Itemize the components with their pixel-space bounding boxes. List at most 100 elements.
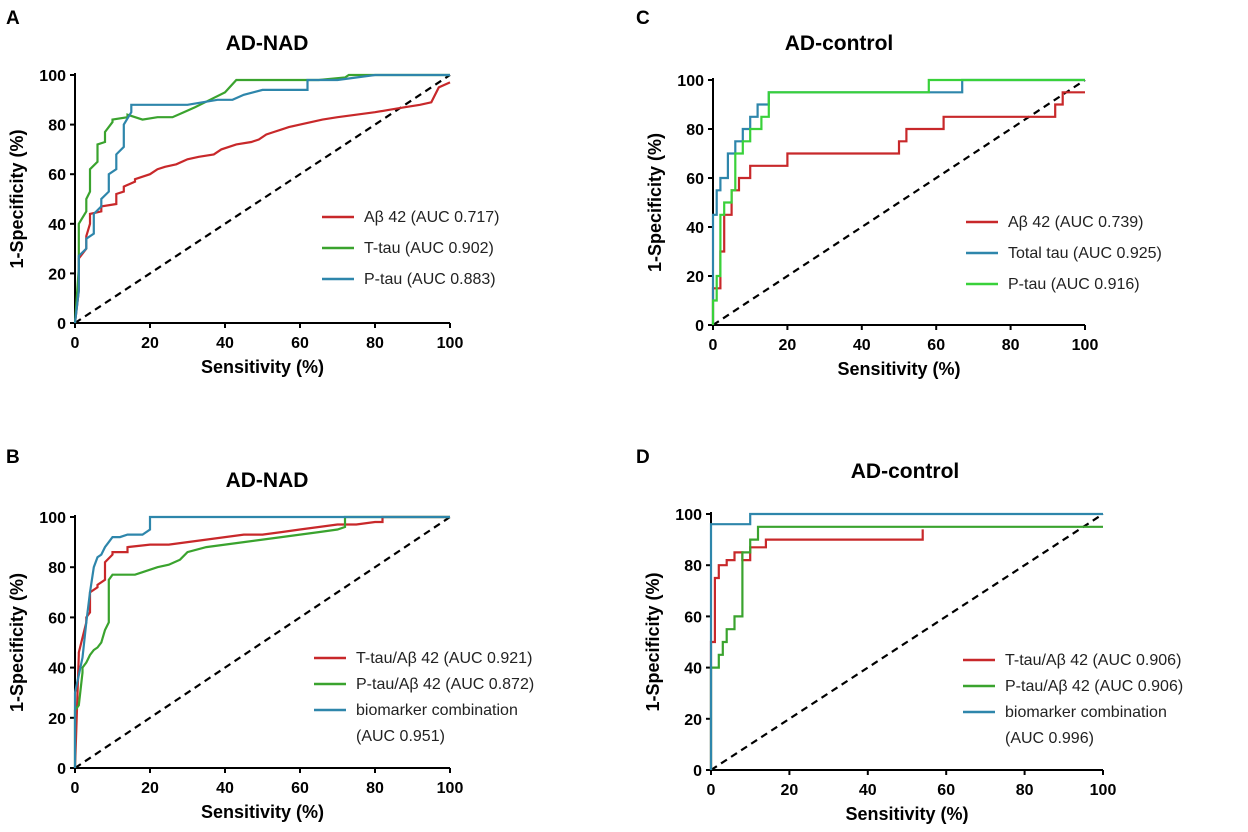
roc-curve-3 xyxy=(73,73,450,324)
y-tick-label: 80 xyxy=(48,560,66,577)
y-tick-label: 80 xyxy=(684,558,702,575)
y-tick-label: 20 xyxy=(48,711,66,728)
legend: Aβ 42 (AUC 0.717) T-tau (AUC 0.902) P-tau … xyxy=(322,209,499,288)
roc-curve-1 xyxy=(709,529,924,770)
x-axis-label: Sensitivity (%) xyxy=(201,802,324,822)
chart-title: AD-NAD xyxy=(226,32,309,55)
legend-label: Total tau (AUC 0.925) xyxy=(1008,245,1162,262)
reference-diagonal xyxy=(74,74,451,324)
roc-curve-3 xyxy=(73,515,450,768)
legend-label: Aβ 42 (AUC 0.739) xyxy=(1008,214,1143,231)
chart-title: AD-control xyxy=(851,460,960,483)
x-tick-label: 0 xyxy=(71,335,80,352)
x-tick-label: 40 xyxy=(216,335,234,352)
x-tick-label: 0 xyxy=(709,337,718,354)
legend-label: (AUC 0.951) xyxy=(356,728,445,745)
x-tick-label: 60 xyxy=(937,782,955,799)
roc-curve-2 xyxy=(709,525,1103,770)
panel-b: B AD-NAD 0 20 40 60 80 100 0 20 40 60 80 100 Sensitivi… xyxy=(6,447,534,822)
reference-diagonal xyxy=(710,513,1104,771)
y-tick-label: 80 xyxy=(686,122,704,139)
roc-curve-1 xyxy=(711,91,1085,325)
legend-label: Aβ 42 (AUC 0.717) xyxy=(364,209,499,226)
y-axis-label: 1-Specificity (%) xyxy=(643,572,663,711)
x-tick-label: 60 xyxy=(291,780,309,797)
x-tick-label: 40 xyxy=(216,780,234,797)
y-tick-label: 20 xyxy=(686,269,704,286)
legend-label: (AUC 0.996) xyxy=(1005,730,1094,747)
legend: T-tau/Aβ 42 (AUC 0.921) P-tau/Aβ 42 (AUC … xyxy=(314,650,534,745)
x-axis-label: Sensitivity (%) xyxy=(201,357,324,377)
y-tick-label: 100 xyxy=(675,507,702,524)
y-axis-label: 1-Specificity (%) xyxy=(7,129,27,268)
legend-label: P-tau/Aβ 42 (AUC 0.872) xyxy=(356,676,534,693)
x-tick-label: 40 xyxy=(859,782,877,799)
legend-label: T-tau/Aβ 42 (AUC 0.906) xyxy=(1005,652,1181,669)
y-tick-label: 40 xyxy=(48,217,66,234)
legend-label: biomarker combination xyxy=(1005,704,1167,721)
y-axis-label: 1-Specificity (%) xyxy=(7,573,27,712)
reference-diagonal xyxy=(74,516,451,769)
y-tick-label: 40 xyxy=(684,661,702,678)
y-tick-label: 0 xyxy=(57,761,66,778)
legend-label: biomarker combination xyxy=(356,702,518,719)
y-axis-label: 1-Specificity (%) xyxy=(645,133,665,272)
y-tick-label: 60 xyxy=(684,609,702,626)
roc-curve-3 xyxy=(711,78,1085,325)
roc-curve-3 xyxy=(709,512,1103,770)
y-tick-label: 40 xyxy=(686,220,704,237)
x-tick-label: 60 xyxy=(291,335,309,352)
y-tick-label: 100 xyxy=(39,68,66,85)
x-tick-label: 20 xyxy=(779,337,797,354)
x-tick-label: 40 xyxy=(853,337,871,354)
y-tick-label: 60 xyxy=(48,167,66,184)
panel-letter: D xyxy=(636,447,650,468)
chart-title: AD-NAD xyxy=(226,469,309,492)
legend-label: P-tau (AUC 0.883) xyxy=(364,271,496,288)
panel-letter: A xyxy=(6,8,20,29)
panel-c: C AD-control 0 20 40 60 80 100 0 20 40 60 80 100 Sensi… xyxy=(636,8,1162,379)
x-axis-label: Sensitivity (%) xyxy=(837,359,960,379)
x-tick-label: 0 xyxy=(71,780,80,797)
legend: T-tau/Aβ 42 (AUC 0.906) P-tau/Aβ 42 (AUC … xyxy=(963,652,1183,747)
x-tick-label: 80 xyxy=(1016,782,1034,799)
legend-label: T-tau/Aβ 42 (AUC 0.921) xyxy=(356,650,532,667)
legend-label: T-tau (AUC 0.902) xyxy=(364,240,494,257)
panel-d: D AD-control 0 20 40 60 80 100 0 20 40 60 80 100 Sensi… xyxy=(636,447,1183,824)
y-tick-label: 0 xyxy=(57,316,66,333)
panel-letter: B xyxy=(6,447,20,468)
legend-label: P-tau (AUC 0.916) xyxy=(1008,276,1140,293)
panel-letter: C xyxy=(636,8,650,29)
roc-curve-1 xyxy=(73,81,451,324)
x-tick-label: 20 xyxy=(141,335,159,352)
x-tick-label: 100 xyxy=(437,335,464,352)
x-axis-label: Sensitivity (%) xyxy=(845,804,968,824)
x-tick-label: 80 xyxy=(366,780,384,797)
y-tick-label: 0 xyxy=(693,763,702,780)
y-tick-label: 40 xyxy=(48,661,66,678)
y-tick-label: 20 xyxy=(48,266,66,283)
legend: Aβ 42 (AUC 0.739) Total tau (AUC 0.925) P-… xyxy=(966,214,1162,293)
legend-label: P-tau/Aβ 42 (AUC 0.906) xyxy=(1005,678,1183,695)
y-tick-label: 60 xyxy=(686,171,704,188)
x-tick-label: 20 xyxy=(141,780,159,797)
y-tick-label: 100 xyxy=(677,73,704,90)
x-tick-label: 100 xyxy=(437,780,464,797)
roc-curve-2 xyxy=(73,515,450,768)
panel-a: A AD-NAD 0 20 40 60 80 100 0 20 40 60 80 100 Sensitivi… xyxy=(6,8,499,377)
x-tick-label: 80 xyxy=(1002,337,1020,354)
roc-curve-1 xyxy=(73,515,450,769)
chart-title: AD-control xyxy=(785,32,894,55)
y-tick-label: 0 xyxy=(695,318,704,335)
reference-diagonal xyxy=(712,79,1086,326)
x-tick-label: 80 xyxy=(366,335,384,352)
y-tick-label: 20 xyxy=(684,712,702,729)
x-tick-label: 20 xyxy=(781,782,799,799)
x-tick-label: 100 xyxy=(1090,782,1117,799)
y-tick-label: 80 xyxy=(48,118,66,135)
y-tick-label: 60 xyxy=(48,610,66,627)
x-tick-label: 100 xyxy=(1072,337,1099,354)
x-tick-label: 60 xyxy=(927,337,945,354)
